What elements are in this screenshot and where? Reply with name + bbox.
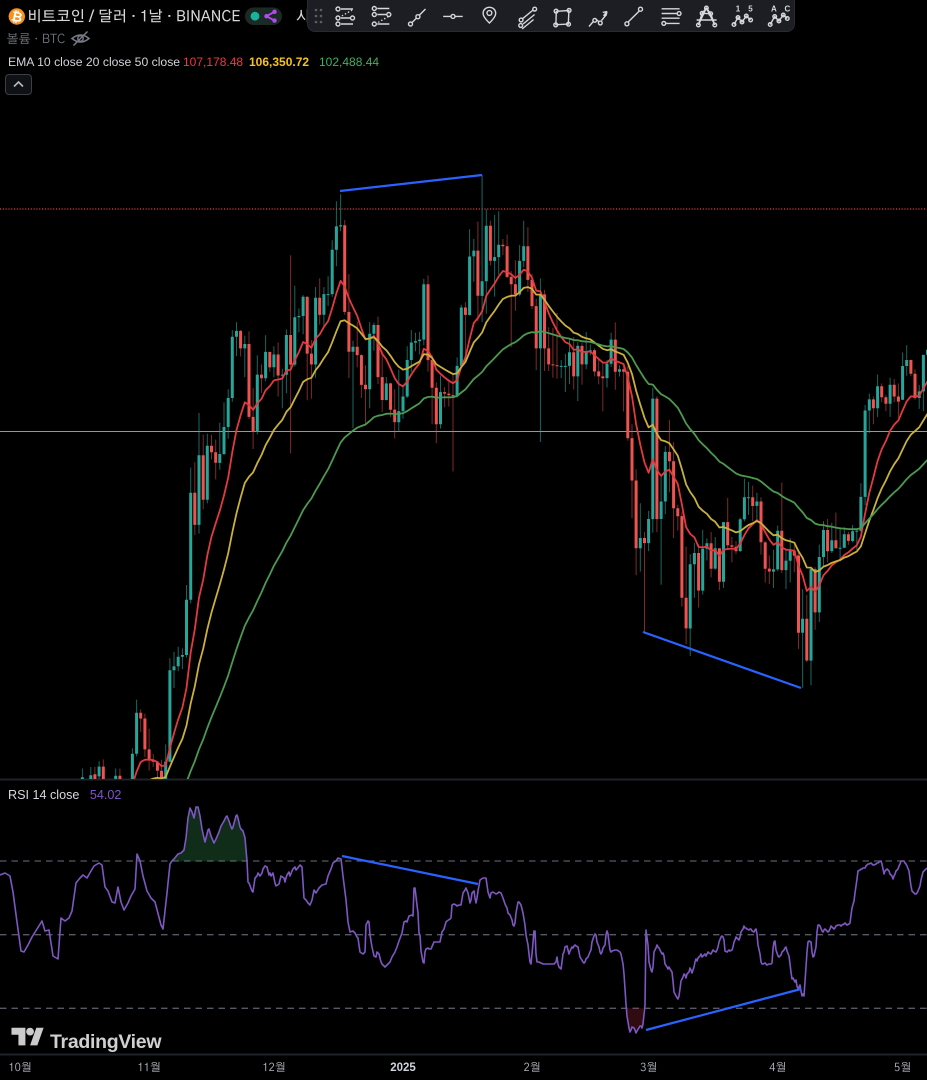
svg-text:C: C	[785, 5, 791, 14]
svg-text:2025: 2025	[390, 1062, 416, 1074]
svg-text:1: 1	[736, 5, 741, 14]
svg-text:A: A	[771, 5, 777, 14]
svg-text:₿: ₿	[10, 8, 24, 25]
svg-text:5: 5	[748, 5, 753, 14]
svg-text:TradingView: TradingView	[50, 1031, 162, 1053]
